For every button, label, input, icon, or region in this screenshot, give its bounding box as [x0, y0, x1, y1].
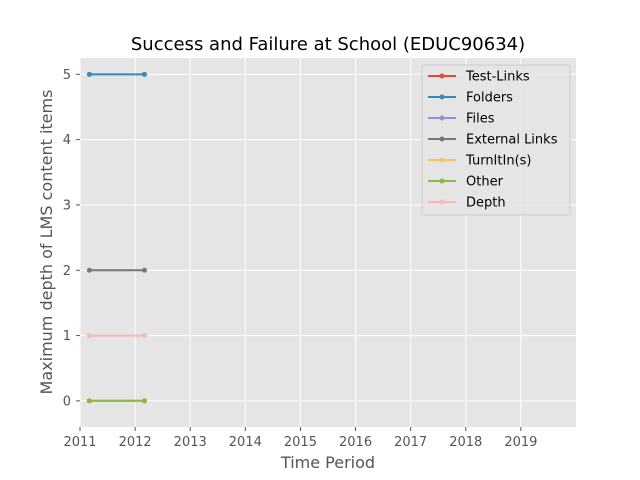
legend: Test-Links Folders Files External Links Turn…	[421, 64, 571, 216]
y-tick-label: 5	[63, 68, 71, 83]
x-axis-label: Time Period	[280, 453, 375, 472]
y-axis-ticks: 0 1 2 3 4 5	[63, 68, 80, 409]
chart-title: Success and Failure at School (EDUC90634…	[131, 34, 525, 55]
legend-label: TurnItIn(s)	[465, 154, 531, 169]
data-point	[86, 267, 92, 273]
legend-marker	[439, 94, 445, 100]
data-point	[86, 71, 92, 77]
x-tick-label: 2011	[63, 435, 96, 450]
y-tick-label: 2	[63, 264, 71, 279]
series-lines	[86, 71, 147, 404]
legend-label: Test-Links	[465, 70, 530, 85]
legend-marker	[439, 178, 445, 184]
legend-label: External Links	[466, 133, 558, 148]
legend-marker	[439, 115, 445, 121]
legend-label: Depth	[466, 196, 506, 211]
y-tick-label: 1	[63, 329, 71, 344]
y-tick-label: 3	[63, 198, 71, 213]
x-tick-label: 2012	[119, 435, 152, 450]
data-point	[141, 333, 147, 339]
legend-marker	[439, 157, 445, 163]
legend-marker	[439, 199, 445, 205]
legend-marker	[439, 73, 445, 79]
x-tick-label: 2019	[504, 435, 537, 450]
legend-label: Files	[466, 112, 495, 127]
x-axis-ticks: 2011 2012 2013 2014 2015 2016 2017 2018 2019	[63, 427, 537, 450]
legend-marker	[439, 136, 445, 142]
x-tick-label: 2014	[229, 435, 262, 450]
data-point	[141, 267, 147, 273]
y-axis-label: Maximum depth of LMS content items	[37, 90, 56, 395]
data-point	[141, 398, 147, 404]
data-point	[141, 71, 147, 77]
x-tick-label: 2016	[339, 435, 372, 450]
x-tick-label: 2017	[394, 435, 427, 450]
legend-label: Other	[466, 175, 504, 190]
x-tick-label: 2015	[284, 435, 317, 450]
x-tick-label: 2018	[449, 435, 482, 450]
x-tick-label: 2013	[174, 435, 207, 450]
y-tick-label: 4	[63, 133, 71, 148]
legend-box	[421, 64, 571, 216]
legend-label: Folders	[466, 91, 513, 106]
data-point	[86, 333, 92, 339]
data-point	[86, 398, 92, 404]
y-tick-label: 0	[63, 394, 71, 409]
